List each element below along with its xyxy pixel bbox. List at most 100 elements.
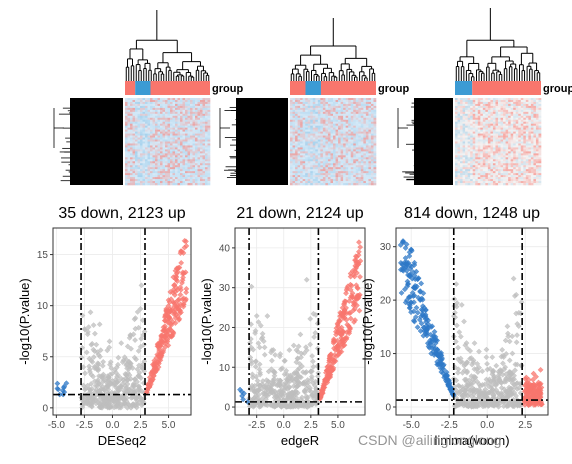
heatmap-cell <box>317 129 321 132</box>
heatmap-cell <box>137 117 141 121</box>
heatmap-cell <box>515 141 519 144</box>
heatmap-cell <box>175 127 178 130</box>
heatmap-cell <box>333 99 336 103</box>
heatmap-cell <box>195 147 198 150</box>
heatmap-cell <box>533 113 537 117</box>
heatmap-cell <box>157 111 161 115</box>
heatmap-cell <box>160 115 163 119</box>
heatmap-cell <box>205 98 208 101</box>
heatmap-cell <box>482 155 486 158</box>
heatmap-cell <box>533 145 537 148</box>
heatmap-cell <box>307 171 311 174</box>
heatmap-cell <box>125 169 128 172</box>
heatmap-cell <box>127 151 131 154</box>
heatmap-cell <box>528 125 532 128</box>
heatmap-cell <box>535 151 539 154</box>
heatmap-cell <box>363 167 367 170</box>
heatmap-cell <box>465 99 468 103</box>
heatmap-cell <box>470 175 474 178</box>
heatmap-cell <box>297 145 301 148</box>
heatmap-cell <box>160 131 163 134</box>
heatmap-cell <box>192 115 196 119</box>
heatmap-cell <box>302 133 306 136</box>
heatmap-cell <box>185 135 188 138</box>
heatmap-cell <box>485 155 489 158</box>
heatmap-cell <box>538 117 542 121</box>
heatmap-cell <box>315 173 319 176</box>
heatmap-cell <box>312 127 316 130</box>
heatmap-cell <box>162 115 166 119</box>
heatmap-cell <box>338 155 341 158</box>
heatmap-cell <box>508 119 511 123</box>
heatmap-cell <box>345 127 349 130</box>
heatmap-cell <box>207 135 211 138</box>
heatmap-cell <box>373 167 377 170</box>
column-dendrogram <box>125 10 210 81</box>
heatmap-cell <box>202 179 206 182</box>
heatmap-cell <box>175 98 178 101</box>
heatmap-cell <box>355 171 359 174</box>
heatmap-cell <box>350 119 354 123</box>
heatmap-cell <box>492 141 496 144</box>
heatmap-cell <box>333 167 336 170</box>
heatmap-cell <box>330 139 334 142</box>
heatmap-cell <box>155 151 158 154</box>
heatmap-cell <box>482 141 486 144</box>
heatmap-cell <box>495 123 499 126</box>
heatmap-cell <box>290 157 293 160</box>
heatmap-cell <box>515 143 519 146</box>
heatmap-cell <box>535 171 539 174</box>
heatmap-cell <box>365 131 369 134</box>
heatmap-cell <box>510 98 514 101</box>
heatmap-cell <box>482 129 486 132</box>
heatmap-cell <box>130 129 133 132</box>
heatmap-cell <box>315 105 319 109</box>
heatmap-cell <box>355 127 359 130</box>
heatmap-cell <box>157 173 161 176</box>
heatmap-cell <box>490 173 494 176</box>
heatmap-cell <box>157 133 161 136</box>
heatmap-cell <box>155 113 158 117</box>
heatmap-cell <box>182 183 186 186</box>
heatmap-cell <box>535 141 539 144</box>
heatmap-cell <box>535 167 539 170</box>
heatmap-cell <box>295 167 298 170</box>
heatmap-cell <box>498 113 501 117</box>
heatmap-cell <box>177 121 181 125</box>
heatmap-cell <box>330 161 334 164</box>
heatmap-cell <box>175 103 178 107</box>
heatmap-cell <box>340 135 344 138</box>
heatmap-cell <box>535 143 539 146</box>
heatmap-cell <box>368 113 372 117</box>
heatmap-cell <box>192 175 196 178</box>
heatmap-cell <box>503 173 506 176</box>
heatmap-cell <box>508 135 511 138</box>
heatmap-cell <box>505 165 509 168</box>
heatmap-cell <box>172 131 176 134</box>
heatmap-cell <box>162 131 166 134</box>
heatmap-cell <box>202 169 206 172</box>
heatmap-cell <box>338 117 341 121</box>
heatmap-cell <box>455 129 458 132</box>
heatmap-cell <box>343 151 346 154</box>
heatmap-cell <box>523 179 527 182</box>
heatmap-cell <box>492 125 496 128</box>
heatmap-cell <box>373 181 377 184</box>
heatmap-cell <box>320 135 324 138</box>
heatmap-cell <box>538 105 542 109</box>
heatmap-cell <box>195 123 198 126</box>
heatmap-cell <box>322 107 326 111</box>
heatmap-cell <box>180 149 183 152</box>
heatmap-cell <box>182 157 186 160</box>
heatmap-cell <box>505 145 509 148</box>
heatmap-cell <box>305 99 309 103</box>
heatmap-cell <box>510 177 514 180</box>
heatmap-cell <box>370 179 374 182</box>
heatmap-cell <box>307 153 311 156</box>
heatmap-cell <box>297 125 301 128</box>
heatmap-cell <box>195 181 198 184</box>
heatmap-cell <box>147 151 151 154</box>
heatmap-cell <box>355 99 359 103</box>
heatmap-cell <box>160 183 163 186</box>
heatmap-cell <box>498 105 501 109</box>
